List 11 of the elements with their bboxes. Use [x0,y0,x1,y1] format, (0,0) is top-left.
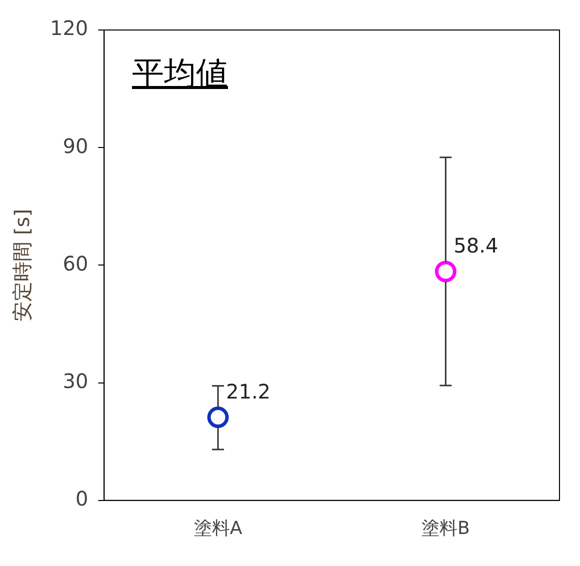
y-tick-label: 30 [62,369,88,394]
data-label: 21.2 [226,380,271,404]
y-axis-title: 安定時間 [s] [10,209,34,322]
y-tick-label: 120 [50,16,88,40]
y-tick-label: 60 [62,251,88,276]
y-tick-label: 90 [62,134,88,158]
x-tick-label: 塗料B [421,518,470,539]
data-label: 58.4 [454,234,498,258]
x-tick-label: 塗料A [194,518,243,539]
y-tick-label: 0 [75,486,88,511]
text: 平均値 [132,54,228,92]
